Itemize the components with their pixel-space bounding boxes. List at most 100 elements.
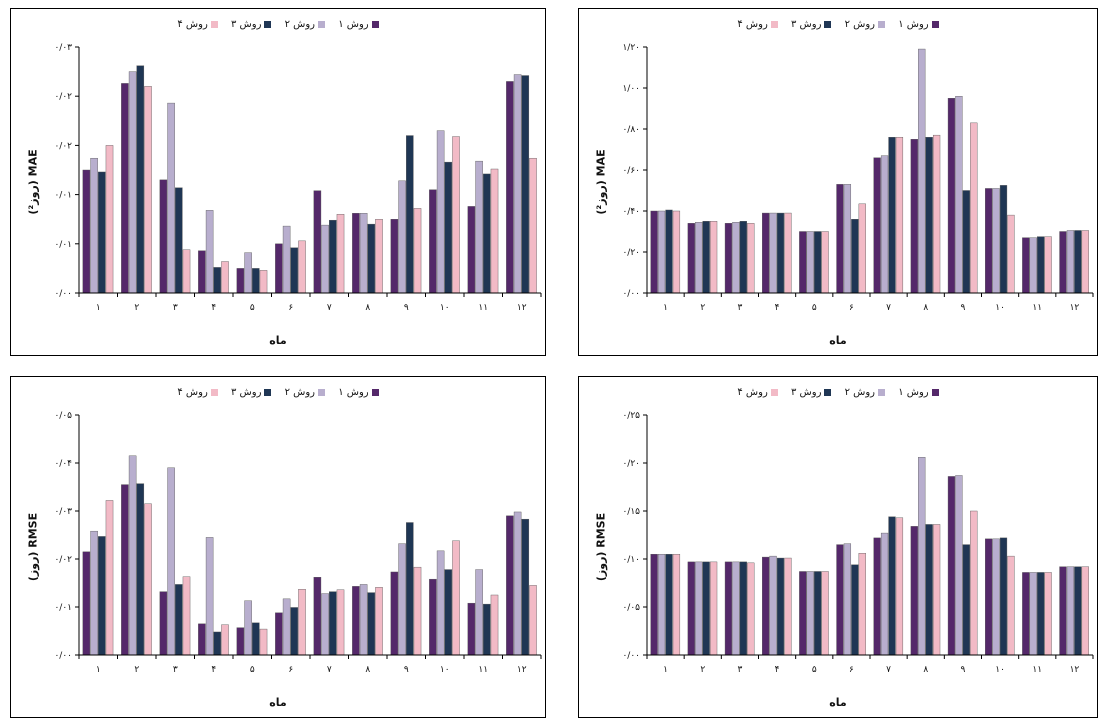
bar xyxy=(688,562,695,655)
bar xyxy=(851,219,858,293)
bar xyxy=(844,184,851,293)
x-tick-label: ۳ xyxy=(737,303,742,313)
bar xyxy=(985,188,992,293)
x-tick-label: ۳ xyxy=(173,665,178,675)
bar xyxy=(896,137,903,293)
x-tick-label: ۹ xyxy=(404,303,409,313)
y-tick-label: ۰/۰۲ xyxy=(54,141,72,151)
bar xyxy=(522,519,529,655)
bar xyxy=(799,571,806,655)
bar xyxy=(322,225,329,293)
bar xyxy=(206,210,213,293)
x-tick-label: ۳ xyxy=(737,665,742,675)
bar xyxy=(740,221,747,293)
bar xyxy=(859,204,866,293)
bar xyxy=(785,213,792,293)
x-tick-label: ۱۱ xyxy=(478,665,488,675)
bar xyxy=(476,570,483,655)
x-tick-label: ۶ xyxy=(288,303,293,313)
bar xyxy=(314,577,321,655)
y-tick-label: ۰/۰۵ xyxy=(54,411,72,421)
y-tick-label: ۰/۰۴ xyxy=(54,459,72,469)
bar xyxy=(214,267,221,293)
bar xyxy=(933,135,940,293)
bar xyxy=(859,553,866,655)
bar xyxy=(491,169,498,293)
bar xyxy=(1045,237,1052,293)
x-tick-label: ۵ xyxy=(250,303,255,313)
bar xyxy=(695,562,702,655)
y-tick-label: ۰/۰۲ xyxy=(54,92,72,102)
bar xyxy=(1082,230,1089,293)
bar xyxy=(429,579,436,655)
x-tick-label: ۱۰ xyxy=(995,303,1005,313)
bar xyxy=(955,96,962,293)
bar xyxy=(658,554,665,655)
x-axis-label: ماه xyxy=(11,696,545,709)
x-tick-label: ۱ xyxy=(96,303,101,313)
chart-panel-mae-left: روش ۱ روش ۲ روش ۳ روش ۴ (روز²) MAE ۰/۰۰ ۰… xyxy=(10,8,546,356)
bar xyxy=(491,595,498,655)
bar xyxy=(291,607,298,655)
y-tick-label: ۰/۰۰ xyxy=(622,289,640,299)
bar xyxy=(1030,572,1037,655)
bar xyxy=(121,83,128,293)
bar xyxy=(1022,238,1029,293)
bar xyxy=(814,571,821,655)
x-tick-label: ۱۲ xyxy=(1070,303,1080,313)
bar xyxy=(1008,215,1015,293)
x-tick-label: ۷ xyxy=(327,665,332,675)
bar xyxy=(822,571,829,655)
x-tick-label: ۷ xyxy=(886,303,891,313)
bar xyxy=(963,545,970,655)
y-tick-label: ۰/۱۵ xyxy=(622,507,640,517)
bar xyxy=(452,541,459,655)
x-axis-label: ماه xyxy=(11,334,545,347)
bar xyxy=(514,512,521,655)
bar xyxy=(933,524,940,655)
x-tick-label: ۲ xyxy=(134,303,139,313)
bar xyxy=(314,191,321,293)
bar xyxy=(673,554,680,655)
bar xyxy=(468,603,475,655)
bar xyxy=(506,516,513,655)
bar xyxy=(322,594,329,655)
bar xyxy=(468,206,475,293)
bar xyxy=(198,251,205,293)
bar xyxy=(747,563,754,655)
bar xyxy=(283,599,290,655)
bar xyxy=(298,589,305,655)
bar xyxy=(837,184,844,293)
x-tick-label: ۱۱ xyxy=(1032,665,1042,675)
x-tick-label: ۸ xyxy=(365,303,370,313)
bar xyxy=(406,523,413,655)
y-tick-label: ۱/۰۰ xyxy=(622,84,640,94)
bar xyxy=(91,531,98,655)
bar xyxy=(785,558,792,655)
bar xyxy=(183,250,190,293)
bar xyxy=(452,137,459,293)
bar xyxy=(799,232,806,294)
x-tick-label: ۴ xyxy=(775,303,780,313)
bar xyxy=(83,552,90,655)
bar xyxy=(529,158,536,293)
bar xyxy=(851,565,858,655)
bar xyxy=(993,539,1000,655)
bar-chart-plot: ۰/۰۰۰/۰۱۰/۰۱۰/۰۲۰/۰۲۰/۰۳۱ ۲ ۳ ۴ ۵ ۶ ۷ ۸ ۹ ۱۰ ۱۱ ۱۲ xyxy=(11,9,547,357)
bar xyxy=(121,485,128,655)
x-axis-label: ماه xyxy=(579,696,1097,709)
bar xyxy=(1000,538,1007,655)
x-tick-label: ۱۲ xyxy=(517,303,527,313)
bar xyxy=(429,190,436,293)
bar xyxy=(881,156,888,293)
x-tick-label: ۱۲ xyxy=(1070,665,1080,675)
x-tick-label: ۱ xyxy=(663,665,668,675)
bar xyxy=(329,592,336,655)
bar xyxy=(291,248,298,293)
bar xyxy=(368,224,375,293)
bar xyxy=(275,244,282,293)
bar xyxy=(889,517,896,655)
bar xyxy=(144,504,151,655)
bar xyxy=(414,208,421,293)
bar xyxy=(437,131,444,293)
